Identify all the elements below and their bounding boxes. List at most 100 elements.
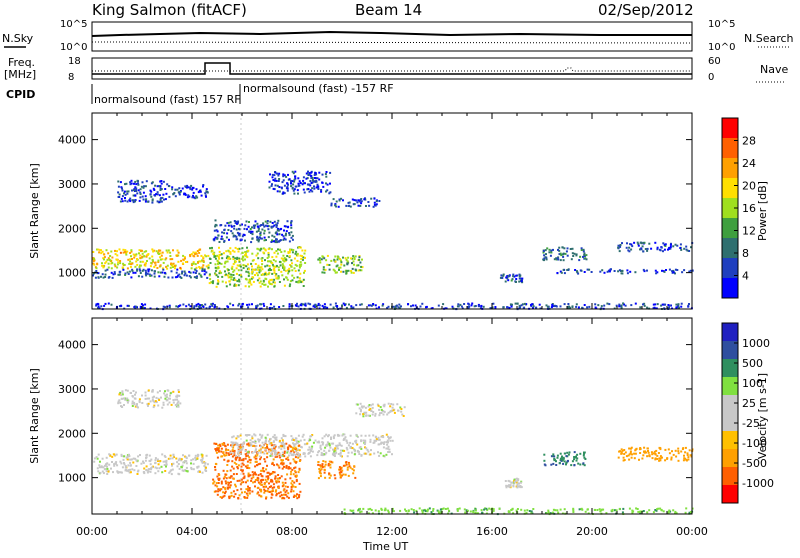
echo-cell [579,269,582,272]
echo-cell [159,258,162,261]
echo-cell [267,471,270,474]
echo-cell [147,404,149,407]
echo-cell [345,461,348,463]
echo-cell [291,234,294,237]
echo-cell [247,274,250,277]
echo-cell [199,248,202,251]
echo-cell [629,450,632,453]
echo-cell [567,303,570,305]
echo-cell [266,220,269,222]
echo-cell [320,451,323,454]
echo-cell [208,273,211,276]
echo-cell [270,444,273,446]
echo-cell [477,303,480,306]
echo-cell [366,448,369,451]
echo-cell [218,270,221,273]
echo-cell [309,189,312,192]
echo-cell [283,184,286,187]
echo-cell [232,270,235,273]
echo-cell [556,509,559,512]
echo-cell [152,400,155,403]
echo-cell [130,250,133,253]
echo-cell [144,185,147,188]
echo-cell [347,256,350,259]
echo-cell [662,303,665,306]
echo-cell [122,251,125,254]
echo-cell [290,185,293,188]
echo-cell [512,512,515,515]
echo-cell [377,436,380,439]
echo-cell [105,456,108,459]
echo-cell [281,485,284,488]
echo-cell [546,305,549,308]
echo-cell [285,175,288,178]
echo-cell [210,281,213,284]
echo-cell [141,252,144,255]
echo-cell [311,177,314,179]
echo-cell [233,269,236,272]
echo-cell [258,455,261,458]
echo-cell [412,304,414,307]
echo-cell [180,466,183,469]
echo-cell [619,244,622,246]
echo-cell [377,510,380,513]
echo-cell [247,225,250,228]
echo-cell [274,477,277,480]
echo-cell [126,190,129,193]
echo-cell [380,508,383,511]
echo-cell [318,304,321,307]
echo-cell [262,251,265,254]
echo-cell [214,219,217,222]
echo-cell [622,302,625,305]
echo-cell [265,497,267,500]
echo-cell [224,480,227,483]
echo-cell [622,456,625,459]
echo-cell [247,281,250,284]
echo-region [617,446,694,462]
echo-cell [141,402,144,404]
y-tick-label: 4000 [58,339,86,352]
echo-cell [370,509,373,511]
echo-cell [668,306,670,309]
echo-cell [106,465,108,468]
echo-cell [262,467,265,470]
echo-cell [330,438,332,440]
echo-cell [448,509,450,512]
echo-cell [550,306,553,309]
echo-cell [456,509,459,512]
echo-cell [236,257,238,260]
echo-cell [508,480,511,483]
echo-cell [135,459,138,462]
echo-cell [274,438,277,441]
echo-cell [309,448,312,451]
echo-cell [129,260,132,263]
echo-cell [128,471,131,474]
echo-cell [296,493,298,496]
echo-cell [392,409,395,412]
echo-cell [308,183,311,186]
time-axis-label: Time UT [362,540,408,553]
echo-region [317,254,364,275]
echo-cell [261,446,264,449]
echo-cell [615,509,618,512]
echo-cell [342,270,345,273]
echo-cell [139,454,141,456]
echo-cell [686,249,689,252]
echo-cell [130,392,132,394]
echo-cell [127,258,130,261]
echo-cell [124,465,127,468]
echo-cell [355,403,358,406]
echo-cell [256,451,258,454]
echo-cell [264,277,267,280]
echo-cell [106,467,109,470]
echo-cell [285,258,288,261]
echo-cell [97,248,100,251]
echo-cell [551,511,554,514]
echo-cell [293,445,296,448]
echo-cell [195,305,198,308]
echo-cell [356,443,359,446]
echo-cell [131,262,134,265]
velocity-y-axis-label: Slant Range [km] [28,368,41,464]
echo-cell [255,254,258,257]
echo-cell [194,253,197,255]
